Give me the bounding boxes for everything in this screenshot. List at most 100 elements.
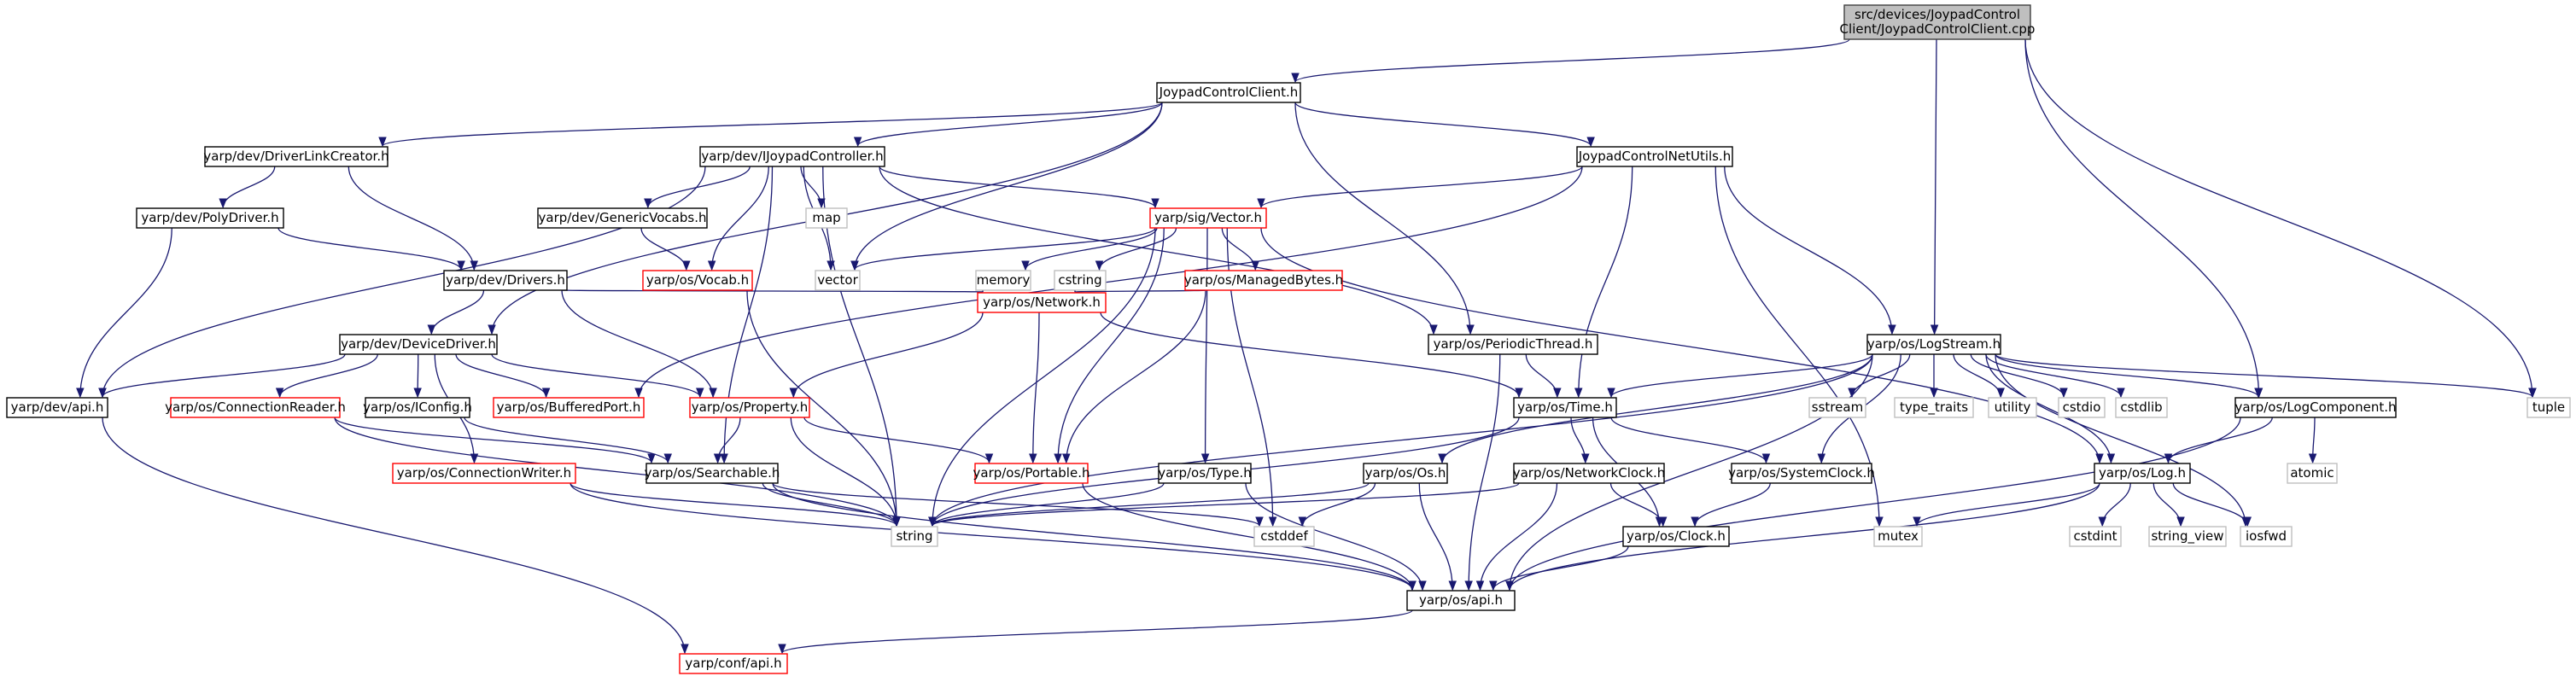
node-vector-h[interactable]: yarp/sig/Vector.h: [1149, 207, 1267, 229]
edge-networkclock-h-to-os-api-h: [1479, 482, 1558, 591]
node-box: [170, 397, 341, 418]
edge-connectionreader-h-to-string: [334, 417, 897, 527]
node-connectionwriter-h[interactable]: yarp/os/ConnectionWriter.h: [392, 463, 576, 484]
edge-arrowhead: [470, 260, 478, 271]
edge-os-h-to-cstddef: [1301, 482, 1376, 527]
node-label: JoypadControlNetUtils.h: [1578, 149, 1732, 164]
edge-vocab-h-to-string: [746, 289, 897, 527]
node-label: yarp/os/PeriodicThread.h: [1434, 336, 1593, 352]
edge-arrowhead: [928, 516, 937, 528]
edge-arrowhead: [2528, 388, 2537, 399]
node-ijoypadcontroller-h[interactable]: yarp/dev/IJoypadController.h: [699, 146, 885, 167]
edge-joypadcontrolnetutils-h-to-logstream-h: [1724, 166, 1893, 335]
node-systemclock-h[interactable]: yarp/os/SystemClock.h: [1728, 463, 1875, 484]
edge-arrowhead: [1658, 516, 1668, 528]
edge-arrowhead: [827, 260, 835, 271]
node-box: [1866, 334, 2001, 355]
edge-arrowhead: [1875, 516, 1884, 528]
node-label: Client/JoypadControlClient.cpp: [1840, 21, 2036, 37]
node-box: [1253, 526, 1315, 547]
edge-logstream-h-to-string: [932, 353, 1873, 527]
node-box: [1843, 4, 2031, 40]
node-os-api-h[interactable]: yarp/os/api.h: [1406, 590, 1516, 611]
node-joypadcontrolnetutils-h[interactable]: JoypadControlNetUtils.h: [1576, 146, 1733, 167]
node-label: yarp/dev/DeviceDriver.h: [341, 336, 496, 352]
node-label: yarp/os/ManagedBytes.h: [1184, 272, 1343, 288]
node-logstream-h[interactable]: yarp/os/LogStream.h: [1866, 334, 2001, 355]
edge-vector-h-to-vector: [854, 227, 1156, 271]
edge-ijoypadcontroller-h-to-dev-api-h: [102, 166, 706, 398]
edge-drivers-h-to-property-h: [561, 289, 714, 398]
edge-portable-h-to-os-api-h: [1082, 482, 1413, 591]
edge-arrowhead: [1581, 453, 1590, 464]
node-drivers-h[interactable]: yarp/dev/Drivers.h: [443, 270, 568, 291]
node-portable-h[interactable]: yarp/os/Portable.h: [973, 463, 1090, 484]
node-box: [339, 334, 498, 355]
node-driverlinkcreator-h[interactable]: yarp/dev/DriverLinkCreator.h: [203, 146, 389, 167]
node-joypadcontrolclient-h[interactable]: JoypadControlClient.h: [1156, 82, 1301, 103]
node-network-h[interactable]: yarp/os/Network.h: [977, 292, 1107, 313]
node-label: yarp/sig/Vector.h: [1154, 210, 1262, 225]
node-box: [891, 526, 938, 547]
node-sstream: sstream: [1808, 397, 1866, 418]
edge-logstream-h-to-tuple: [1995, 353, 2533, 398]
node-box: [365, 397, 470, 418]
edge-arrowhead: [2243, 516, 2252, 528]
edge-periodicthread-h-to-time-h: [1525, 353, 1558, 398]
node-label: yarp/conf/api.h: [685, 656, 781, 671]
edge-vector-h-to-log-h: [1260, 227, 2100, 463]
node-vocab-h[interactable]: yarp/os/Vocab.h: [642, 270, 753, 291]
node-time-h[interactable]: yarp/os/Time.h: [1513, 397, 1617, 418]
node-label: src/devices/JoypadControl: [1855, 7, 2020, 22]
node-label: map: [812, 210, 840, 225]
edge-arrowhead: [2059, 388, 2068, 399]
edge-arrowhead: [457, 260, 465, 271]
node-os-h[interactable]: yarp/os/Os.h: [1363, 463, 1448, 484]
edge-vector-h-to-type-h: [1204, 227, 1208, 463]
edge-joypadcontrolclient-h-to-joypadcontrolnetutils-h: [1294, 102, 1592, 147]
node-networkclock-h[interactable]: yarp/os/NetworkClock.h: [1513, 463, 1666, 484]
node-label: cstdint: [2073, 528, 2117, 544]
node-label: string: [896, 528, 932, 544]
node-bufferedport-h[interactable]: yarp/os/BufferedPort.h: [493, 397, 645, 418]
edge-arrowhead: [98, 388, 107, 399]
node-dev-api-h[interactable]: yarp/dev/api.h: [6, 397, 108, 418]
node-box: [1622, 526, 1730, 547]
node-property-h[interactable]: yarp/os/Property.h: [689, 397, 810, 418]
edge-arrowhead: [1429, 324, 1438, 335]
node-conf-api-h[interactable]: yarp/conf/api.h: [679, 653, 788, 674]
edge-arrowhead: [850, 260, 859, 271]
node-box: [1406, 590, 1516, 611]
node-box: [136, 207, 284, 229]
node-devicedriver-h[interactable]: yarp/dev/DeviceDriver.h: [339, 334, 498, 355]
node-root[interactable]: src/devices/JoypadControlClient/JoypadCo…: [1840, 4, 2036, 40]
node-genericvocabs-h[interactable]: yarp/dev/GenericVocabs.h: [537, 207, 708, 229]
node-box: [1513, 397, 1617, 418]
edge-log-h-to-cstdint: [2101, 482, 2131, 527]
edge-arrowhead: [696, 388, 704, 399]
node-polydriver-h[interactable]: yarp/dev/PolyDriver.h: [136, 207, 284, 229]
node-label: utility: [1995, 399, 2031, 415]
node-box: [2094, 463, 2191, 484]
node-searchable-h[interactable]: yarp/os/Searchable.h: [645, 463, 780, 484]
edge-arrowhead: [1448, 580, 1457, 592]
edge-arrowhead: [2098, 516, 2106, 528]
edge-arrowhead: [663, 453, 672, 464]
edge-property-h-to-string: [790, 417, 897, 527]
edge-arrowhead: [647, 453, 656, 464]
node-box: [1156, 82, 1301, 103]
node-type-h[interactable]: yarp/os/Type.h: [1158, 463, 1252, 484]
node-connectionreader-h[interactable]: yarp/os/ConnectionReader.h: [165, 397, 346, 418]
edge-arrowhead: [1257, 198, 1265, 209]
node-periodicthread-h[interactable]: yarp/os/PeriodicThread.h: [1428, 334, 1598, 355]
node-log-h[interactable]: yarp/os/Log.h: [2094, 463, 2191, 484]
edge-logstream-h-to-cstdio: [1970, 353, 2065, 398]
node-managedbytes-h[interactable]: yarp/os/ManagedBytes.h: [1184, 270, 1343, 291]
node-iosfwd: iosfwd: [2240, 526, 2293, 547]
edge-joypadcontrolnetutils-h-to-vector-h: [1260, 166, 1583, 208]
node-iconfig-h[interactable]: yarp/os/IConfig.h: [363, 397, 472, 418]
edge-arrowhead: [2164, 453, 2173, 464]
node-clock-h[interactable]: yarp/os/Clock.h: [1622, 526, 1730, 547]
edge-arrowhead: [1408, 580, 1417, 592]
node-logcomponent-h[interactable]: yarp/os/LogComponent.h: [2234, 397, 2397, 418]
